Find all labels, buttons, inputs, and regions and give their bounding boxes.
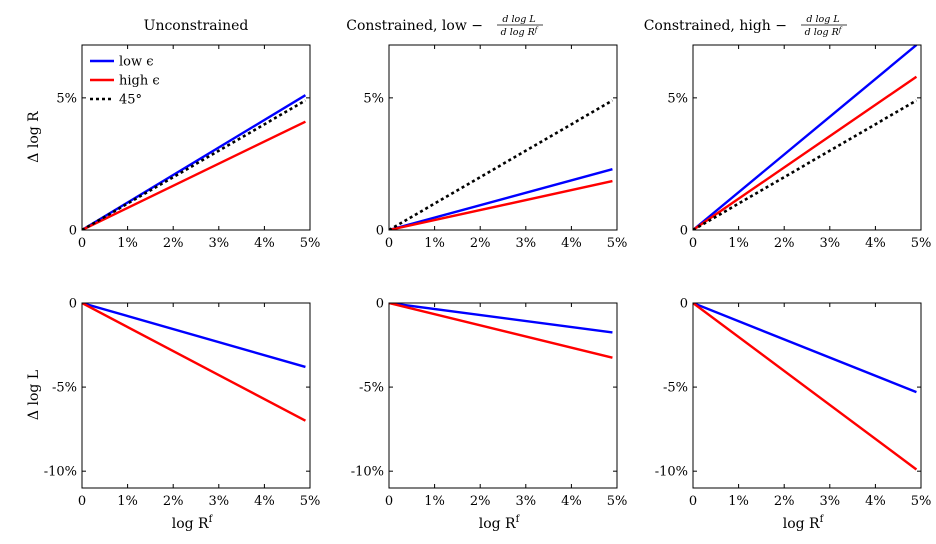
x-tick-label: 1% <box>117 494 138 509</box>
x-tick-label: 2% <box>774 494 795 509</box>
y-axis-label-bottom: Δ log L <box>26 370 42 420</box>
x-tick-label: 4% <box>865 494 886 509</box>
y-tick-label: 0 <box>376 297 384 312</box>
plot-frame <box>692 302 922 489</box>
x-tick-label: 4% <box>254 494 275 509</box>
x-tick-label: 0 <box>689 236 697 251</box>
y-tick-label: 5% <box>667 91 688 106</box>
legend-label: 45° <box>119 93 142 108</box>
series-line-low <box>389 303 613 334</box>
series-line-45 <box>693 99 918 230</box>
panel-top-middle: 0 1% 2% 3% 4% 5% 0 5% <box>363 44 628 251</box>
y-tick-label: -10% <box>655 465 688 480</box>
series-line-high <box>389 303 613 359</box>
series-line-high <box>693 303 918 471</box>
series-line-low <box>389 168 613 230</box>
x-tick-label: 3% <box>208 494 229 509</box>
panel-title: Constrained, low − <box>346 18 483 34</box>
series-line-low <box>693 45 918 230</box>
x-tick-label: 5% <box>300 494 321 509</box>
legend: low ϵ high ϵ 45° <box>90 55 160 108</box>
series-line-high <box>82 120 306 230</box>
legend-label: high ϵ <box>119 74 160 89</box>
title-fraction-numerator: d log L <box>502 14 535 25</box>
x-tick-label: 5% <box>911 236 932 251</box>
x-tick-label: 2% <box>163 494 184 509</box>
y-tick-label: 0 <box>69 224 77 239</box>
x-tick-label: 1% <box>728 494 749 509</box>
x-tick-label: 4% <box>561 494 582 509</box>
y-tick-label: 0 <box>376 224 384 239</box>
series-line-low <box>82 94 307 230</box>
x-tick-label: 0 <box>78 494 86 509</box>
x-tick-label: 3% <box>515 236 536 251</box>
series-line-high <box>389 179 613 230</box>
title-fraction-numerator: d log L <box>806 14 839 25</box>
y-tick-label: -10% <box>351 465 384 480</box>
x-tick-label: 2% <box>470 236 491 251</box>
y-tick-label: -5% <box>359 381 384 396</box>
x-tick-label: 1% <box>117 236 138 251</box>
panel-top-right: 0 1% 2% 3% 4% 5% 0 5% <box>667 44 932 251</box>
x-axis-label: log Rf <box>783 514 825 532</box>
x-tick-label: 4% <box>561 236 582 251</box>
panel-bottom-right: 0 1% 2% 3% 4% 5% 0 -5% -10% <box>655 297 932 510</box>
x-tick-label: 3% <box>819 236 840 251</box>
x-tick-label: 5% <box>607 494 628 509</box>
plot-frame <box>692 44 922 231</box>
panel-bottom-left: 0 1% 2% 3% 4% 5% 0 -5% -10% <box>44 297 321 510</box>
plot-frame <box>81 44 311 231</box>
panel-bottom-middle: 0 1% 2% 3% 4% 5% 0 -5% -10% <box>351 297 628 510</box>
x-tick-label: 5% <box>300 236 321 251</box>
plot-frame <box>388 44 618 231</box>
y-tick-label: 0 <box>680 224 688 239</box>
title-fraction-denominator: d log Rf <box>805 26 843 38</box>
x-tick-label: 5% <box>911 494 932 509</box>
plot-frame <box>388 302 618 489</box>
series-line-low <box>82 303 306 369</box>
legend-label: low ϵ <box>119 55 154 70</box>
x-tick-label: 4% <box>865 236 886 251</box>
x-tick-label: 4% <box>254 236 275 251</box>
x-tick-label: 0 <box>78 236 86 251</box>
x-tick-label: 1% <box>424 236 445 251</box>
y-tick-label: 0 <box>69 297 77 312</box>
y-tick-label: 5% <box>363 91 384 106</box>
series-line-high <box>693 75 918 230</box>
y-tick-label: 5% <box>56 91 77 106</box>
x-tick-label: 1% <box>424 494 445 509</box>
x-axis-label: log Rf <box>172 514 214 532</box>
x-tick-label: 3% <box>819 494 840 509</box>
series-line-high <box>82 303 306 422</box>
x-tick-label: 2% <box>470 494 491 509</box>
x-tick-label: 3% <box>515 494 536 509</box>
plot-frame <box>81 302 311 489</box>
y-tick-label: -10% <box>44 465 77 480</box>
title-fraction-denominator: d log Rf <box>501 26 539 38</box>
y-tick-label: 0 <box>680 297 688 312</box>
x-axis-label: log Rf <box>479 514 521 532</box>
x-tick-label: 5% <box>607 236 628 251</box>
x-tick-label: 3% <box>208 236 229 251</box>
x-tick-label: 0 <box>689 494 697 509</box>
y-tick-label: -5% <box>663 381 688 396</box>
panel-title: Unconstrained <box>144 18 249 34</box>
x-tick-label: 1% <box>728 236 749 251</box>
x-tick-label: 0 <box>385 236 393 251</box>
series-line-low <box>693 303 917 394</box>
panel-top-left: 0 1% 2% 3% 4% 5% 0 5% <box>56 44 321 251</box>
panel-title: Constrained, high − <box>644 18 787 34</box>
y-axis-label-top: Δ log R <box>26 111 42 163</box>
x-tick-label: 2% <box>774 236 795 251</box>
x-tick-label: 2% <box>163 236 184 251</box>
y-tick-label: -5% <box>52 381 77 396</box>
series-line-45 <box>82 99 307 230</box>
series-line-45 <box>389 99 614 230</box>
x-tick-label: 0 <box>385 494 393 509</box>
